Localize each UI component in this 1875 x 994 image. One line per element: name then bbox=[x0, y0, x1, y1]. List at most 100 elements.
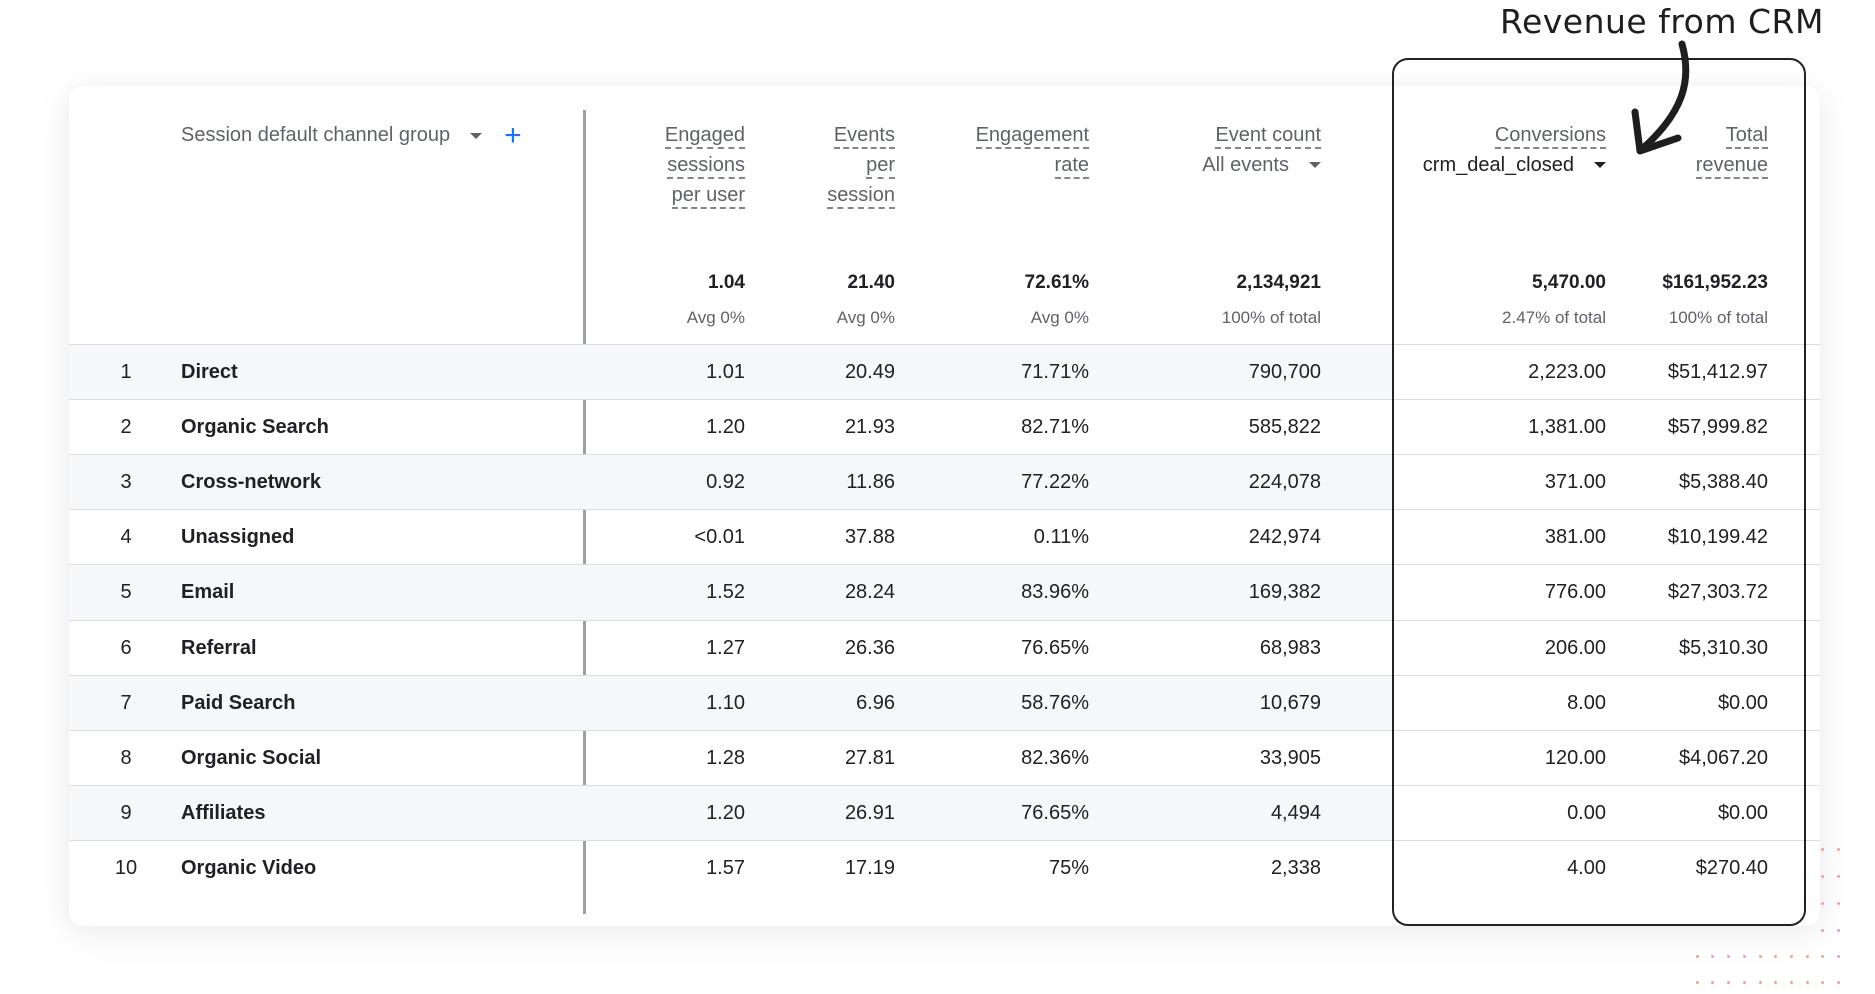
table-row[interactable]: 4 Unassigned <0.01 37.88 0.11% 242,974 381.00 $… bbox=[69, 509, 1820, 565]
column-header-line: sessions bbox=[665, 150, 745, 180]
decorative-dot bbox=[1711, 955, 1715, 958]
cell-value: 1.28 bbox=[706, 746, 745, 769]
row-index: 4 bbox=[120, 526, 132, 549]
table-row[interactable]: 3 Cross-network 0.92 11.86 77.22% 224,078 371.… bbox=[69, 454, 1820, 511]
cell-value: $27,303.72 bbox=[1667, 581, 1768, 604]
channel-name[interactable]: Affiliates bbox=[181, 801, 266, 824]
cell-value: 371.00 bbox=[1544, 471, 1606, 494]
cell-value: 82.71% bbox=[1021, 416, 1089, 439]
cell-value: 1,381.00 bbox=[1528, 416, 1606, 439]
cell-value: 585,822 bbox=[1248, 416, 1321, 439]
cell-value: 169,382 bbox=[1248, 581, 1321, 604]
total-value: 5,470.00 bbox=[1532, 272, 1606, 293]
column-header-line: rate bbox=[976, 150, 1089, 180]
report-table-card: Session default channel group + Engaged s… bbox=[69, 86, 1820, 926]
cell-value: $0.00 bbox=[1717, 691, 1768, 714]
row-index: 3 bbox=[120, 471, 132, 494]
cell-value: 1.01 bbox=[706, 361, 745, 383]
decorative-dot bbox=[1758, 981, 1762, 984]
column-header-text: Conversions bbox=[1494, 124, 1606, 149]
decorative-dot bbox=[1758, 955, 1762, 958]
cell-value: 82.36% bbox=[1021, 746, 1089, 769]
dropdown-caret-icon[interactable] bbox=[470, 132, 483, 139]
cell-value: 27.81 bbox=[844, 746, 895, 769]
column-header-5[interactable]: Total revenue bbox=[1695, 120, 1768, 180]
cell-value: 11.86 bbox=[846, 471, 895, 494]
cell-value: <0.01 bbox=[694, 526, 745, 549]
event-selector-dropdown[interactable]: All events bbox=[1202, 150, 1321, 180]
total-subtext: Avg 0% bbox=[686, 308, 745, 327]
cell-value: 1.20 bbox=[706, 801, 745, 824]
channel-name[interactable]: Organic Search bbox=[181, 416, 329, 439]
cell-value: 20.49 bbox=[844, 361, 895, 383]
total-value: 2,134,921 bbox=[1236, 272, 1321, 293]
total-subtext: 2.47% of total bbox=[1502, 308, 1606, 327]
channel-name[interactable]: Unassigned bbox=[181, 526, 295, 549]
decorative-dot bbox=[1727, 955, 1731, 958]
total-subtext: Avg 0% bbox=[836, 308, 895, 327]
column-header-0[interactable]: Engaged sessions per user bbox=[664, 120, 745, 210]
add-dimension-plus-icon[interactable]: + bbox=[504, 118, 522, 152]
column-header-3[interactable]: Event count All events bbox=[1202, 120, 1321, 180]
cell-value: $4,067.20 bbox=[1679, 746, 1768, 769]
column-header-4[interactable]: Conversions crm_deal_closed bbox=[1423, 120, 1606, 180]
channel-name[interactable]: Cross-network bbox=[181, 471, 322, 494]
cell-value: 1.57 bbox=[706, 856, 745, 879]
channel-name[interactable]: Organic Video bbox=[181, 856, 317, 879]
column-divider[interactable] bbox=[583, 110, 586, 914]
table-row[interactable]: 5 Email 1.52 28.24 83.96% 169,382 776.00 $27,30… bbox=[69, 564, 1820, 621]
decorative-dot bbox=[1695, 955, 1699, 958]
channel-name[interactable]: Organic Social bbox=[181, 746, 322, 769]
column-header-line: revenue bbox=[1695, 150, 1768, 180]
event-selector-value: crm_deal_closed bbox=[1422, 154, 1574, 176]
cell-value: 28.24 bbox=[844, 581, 895, 604]
row-index: 6 bbox=[120, 636, 132, 659]
dropdown-caret-icon bbox=[1309, 162, 1321, 168]
decorative-dot bbox=[1742, 981, 1746, 984]
table-row[interactable]: 2 Organic Search 1.20 21.93 82.71% 585,822 1,3… bbox=[69, 399, 1820, 455]
column-header-line: Total bbox=[1696, 120, 1768, 150]
channel-name[interactable]: Paid Search bbox=[181, 691, 296, 714]
cell-value: 10,679 bbox=[1259, 691, 1321, 714]
table-row[interactable]: 9 Affiliates 1.20 26.91 76.65% 4,494 0.00 $0.00 bbox=[69, 784, 1820, 841]
decorative-dot bbox=[1805, 955, 1809, 958]
decorative-dot bbox=[1821, 955, 1825, 958]
table-row[interactable]: 1 Direct 1.01 20.49 71.71% 790,700 2,223.00 $51… bbox=[69, 344, 1820, 400]
column-header-text: revenue bbox=[1695, 154, 1768, 179]
cell-value: $10,199.42 bbox=[1667, 526, 1768, 549]
cell-value: 0.00 bbox=[1567, 801, 1606, 824]
channel-name[interactable]: Direct bbox=[181, 361, 238, 383]
cell-value: 75% bbox=[1048, 856, 1089, 879]
dimension-header[interactable]: Session default channel group + bbox=[181, 118, 522, 152]
row-index: 1 bbox=[120, 361, 132, 383]
decorative-dot bbox=[1837, 902, 1840, 905]
column-header-2[interactable]: Engagement rate bbox=[975, 120, 1089, 180]
column-header-text: per bbox=[866, 154, 895, 179]
table-row[interactable]: 7 Paid Search 1.10 6.96 58.76% 10,679 8.00 $0.0… bbox=[69, 674, 1820, 731]
cell-value: 381.00 bbox=[1544, 526, 1606, 549]
cell-value: 120.00 bbox=[1544, 746, 1606, 769]
row-index: 2 bbox=[120, 416, 132, 439]
column-header-1[interactable]: Events per session bbox=[827, 120, 895, 210]
table-row[interactable]: 8 Organic Social 1.28 27.81 82.36% 33,905 120.… bbox=[69, 729, 1820, 786]
cell-value: 26.36 bbox=[844, 636, 895, 659]
cell-value: 77.22% bbox=[1021, 471, 1089, 494]
total-subtext: Avg 0% bbox=[1030, 308, 1089, 327]
cell-value: 71.71% bbox=[1021, 361, 1089, 383]
cell-value: 224,078 bbox=[1248, 471, 1321, 494]
channel-name[interactable]: Referral bbox=[181, 636, 257, 659]
row-index: 10 bbox=[114, 856, 138, 879]
table-row[interactable]: 6 Referral 1.27 26.36 76.65% 68,983 206.00 $5,3… bbox=[69, 619, 1820, 676]
decorative-dot bbox=[1837, 981, 1840, 984]
row-index: 7 bbox=[120, 691, 132, 714]
cell-value: 776.00 bbox=[1544, 581, 1606, 604]
event-selector-dropdown[interactable]: crm_deal_closed bbox=[1423, 150, 1606, 180]
column-header-text: Engaged bbox=[664, 124, 745, 149]
decorative-dot bbox=[1837, 875, 1840, 878]
decorative-dot bbox=[1837, 848, 1840, 851]
cell-value: 4,494 bbox=[1270, 801, 1321, 824]
cell-value: 790,700 bbox=[1248, 361, 1321, 383]
table-row[interactable]: 10 Organic Video 1.57 17.19 75% 2,338 4.00 $270… bbox=[69, 839, 1820, 896]
channel-name[interactable]: Email bbox=[181, 581, 235, 604]
